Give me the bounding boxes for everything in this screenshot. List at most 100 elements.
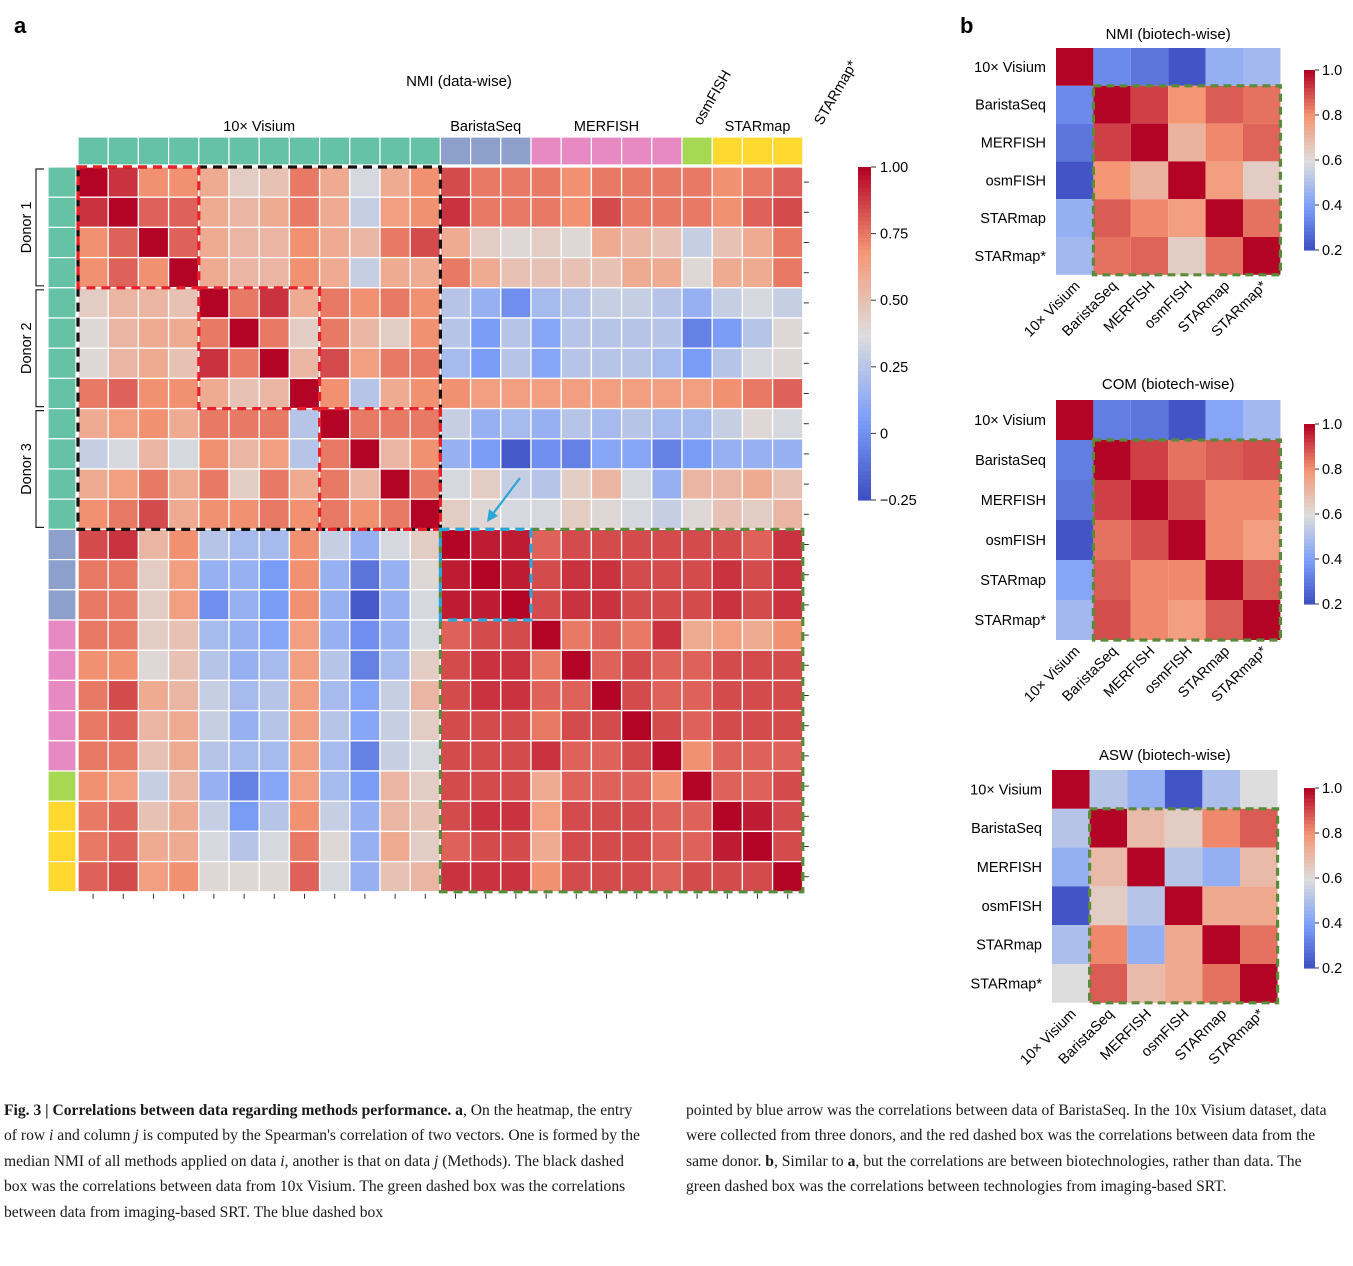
row-label: STARmap* — [971, 976, 1043, 992]
heatmap-cell — [228, 317, 260, 349]
colorbar-segment — [1304, 899, 1315, 904]
heatmap-cell — [107, 860, 140, 893]
colorbar-segment — [1304, 456, 1315, 461]
colorbar-segment — [1304, 235, 1315, 240]
colorbar-tick-label: 1.00 — [880, 160, 908, 176]
colorbar-segment — [1304, 860, 1315, 865]
heatmap-cell — [318, 438, 351, 470]
heatmap-cell — [409, 740, 442, 772]
column-group-bar — [228, 136, 260, 166]
heatmap-cell — [530, 498, 562, 531]
colorbar-segment — [1304, 474, 1315, 479]
row-group-bar — [47, 257, 77, 289]
heatmap-cell — [258, 740, 291, 772]
heatmap-cell — [77, 226, 109, 259]
heatmap-cell — [379, 649, 411, 682]
row-group-bar — [47, 166, 77, 198]
colorbar-segment — [1304, 560, 1315, 565]
heatmap-cell — [107, 619, 140, 651]
colorbar-segment — [858, 316, 871, 322]
colorbar-segment — [1304, 806, 1315, 811]
heatmap-cell — [288, 830, 321, 863]
heatmap-cell — [620, 619, 653, 651]
row-group-bar — [47, 709, 77, 742]
heatmap-cell — [198, 317, 230, 349]
heatmap-cell — [198, 528, 230, 561]
heatmap-cell — [530, 468, 562, 500]
heatmap-cell — [107, 226, 140, 259]
donor-bracket — [35, 168, 44, 287]
heatmap-cell — [107, 830, 140, 863]
heatmap-cell — [137, 407, 170, 440]
colorbar-segment — [858, 433, 871, 439]
heatmap-cell — [1056, 48, 1094, 86]
heatmap-cell — [620, 649, 653, 682]
heatmap-cell — [288, 679, 321, 712]
colorbar-segment — [1304, 946, 1315, 951]
heatmap-cell — [198, 438, 230, 470]
heatmap-cell — [500, 528, 532, 561]
heatmap-cell — [439, 438, 472, 470]
row-label: 10× Visium — [974, 413, 1046, 429]
heatmap-cell — [651, 377, 683, 410]
colorbar-segment — [1304, 463, 1315, 468]
heatmap-cell — [651, 589, 683, 621]
heatmap-cell — [439, 407, 472, 440]
heatmap-cell — [530, 679, 562, 712]
colorbar-tick-label: 0.6 — [1322, 507, 1342, 523]
colorbar-segment — [1304, 896, 1315, 901]
heatmap-cell — [137, 347, 170, 380]
heatmap-cell — [1164, 886, 1203, 926]
colorbar-segment — [1304, 174, 1315, 179]
row-label: STARmap* — [975, 613, 1047, 629]
heatmap-cell — [530, 287, 562, 319]
heatmap-cell — [771, 498, 804, 531]
heatmap-cell — [1202, 925, 1240, 964]
heatmap-cell — [198, 407, 230, 440]
heatmap-cell — [560, 619, 593, 651]
heatmap-cell — [560, 528, 593, 561]
colorbar-segment — [1304, 73, 1315, 78]
heatmap-cell — [469, 438, 502, 470]
colorbar-segment — [1304, 246, 1315, 251]
donor-bracket — [35, 410, 44, 528]
colorbar-segment — [858, 345, 871, 351]
heatmap-cell — [1052, 808, 1090, 848]
heatmap-cell — [1243, 440, 1281, 480]
heatmap-cell — [258, 166, 291, 198]
heatmap-cell — [167, 256, 200, 289]
colorbar-segment — [1304, 960, 1315, 965]
heatmap-cell — [651, 528, 683, 561]
heatmap-cell — [500, 589, 532, 621]
heatmap-cell — [741, 347, 774, 380]
heatmap-cell — [681, 860, 713, 893]
heatmap-cell — [771, 679, 804, 712]
heatmap-cell — [137, 166, 170, 198]
heatmap-cell — [469, 830, 502, 863]
heatmap-cell — [500, 558, 532, 591]
heatmap-cell — [771, 196, 804, 229]
heatmap-cell — [711, 619, 744, 651]
row-group-bar — [47, 860, 77, 893]
heatmap-cell — [167, 438, 200, 470]
heatmap-cell — [77, 589, 109, 621]
colorbar-segment — [1304, 442, 1315, 447]
colorbar-tick-label: 1.0 — [1322, 63, 1342, 79]
heatmap-cell — [167, 528, 200, 561]
heatmap-cell — [500, 377, 532, 410]
heatmap-cell — [469, 800, 502, 833]
heatmap-cell — [77, 649, 109, 682]
heatmap-cell — [349, 347, 381, 380]
caption-title: Correlations between data regarding meth… — [52, 1102, 452, 1119]
heatmap-cell — [228, 770, 260, 802]
colorbar-segment — [1304, 116, 1315, 121]
heatmap-cell — [409, 347, 442, 380]
heatmap-cell — [77, 196, 109, 229]
heatmap-cell — [258, 377, 291, 410]
colorbar-segment — [1304, 788, 1315, 793]
colorbar-segment — [858, 462, 871, 468]
colorbar-segment — [858, 291, 871, 297]
figure-canvas: a b NMI (data-wise) 10× Visium BaristaSeq… — [14, 13, 1342, 1068]
panel-label-a: a — [14, 13, 27, 38]
heatmap-cell — [318, 830, 351, 863]
